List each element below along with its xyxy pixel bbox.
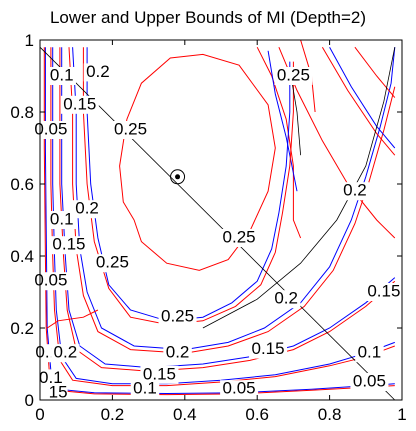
contour-label-bg: [51, 344, 80, 363]
contour-label-bg: [111, 121, 150, 139]
contour-label: 0.25: [223, 227, 256, 246]
contour-label-bg: [220, 380, 259, 399]
contour-label-bg: [364, 283, 403, 301]
y-tick-label: 0.6: [10, 175, 34, 194]
contour-label: 0.2: [75, 199, 99, 218]
contour-label-bg: [93, 254, 132, 273]
contour-blue-0_25-1-1: [267, 50, 298, 192]
contour-label-bg: [340, 182, 370, 201]
contour-label: 0.25: [114, 119, 147, 138]
contour-label: 0.1: [50, 65, 74, 84]
contour-label: 0.1: [133, 379, 157, 398]
x-tick-label: 0: [35, 405, 44, 424]
contour-label: 0.2: [166, 343, 190, 362]
contour-label-bg: [249, 340, 288, 359]
y-axis: 0 0.2 0.4 0.6 0.8 1: [10, 31, 402, 410]
contour-blue-0_1-7-0: [52, 47, 395, 385]
contour-label: 0.2: [343, 181, 367, 200]
contour-label: 0.15: [143, 364, 176, 383]
contour-label: 15: [49, 382, 68, 401]
contour-label-bg: [31, 272, 70, 291]
contour-label: 0.05: [223, 379, 256, 398]
reference-line-diagonal: [39, 46, 396, 401]
contour-label-bg: [130, 380, 160, 399]
contour-label: 0.25: [161, 307, 194, 326]
contour-label: 0.15: [52, 235, 85, 254]
contour-label-bg: [36, 369, 66, 388]
contour-label: 0.1: [50, 209, 74, 228]
contour-label-bg: [163, 344, 192, 363]
y-tick-label: 0.8: [10, 103, 34, 122]
contour-label: 0.05: [34, 119, 67, 138]
y-tick-label: 0.4: [10, 247, 34, 266]
contour-label-bg: [60, 95, 99, 114]
contour-label-bg: [271, 290, 301, 309]
contour-label: 0.15: [63, 94, 96, 113]
contour-blue-0_15-5-0: [61, 47, 396, 369]
contour-label-bg: [220, 229, 259, 247]
x-axis: 0 0.2 0.4 0.6 0.8 1: [35, 40, 407, 424]
x-tick-label: 1: [397, 405, 406, 424]
y-tick-label: 1: [25, 31, 34, 50]
contour-label: 0.2: [54, 343, 78, 362]
x-tick-label: 0.4: [173, 405, 197, 424]
plot-frame: [39, 39, 403, 401]
x-tick-label: 0.8: [318, 405, 342, 424]
chart-title: Lower and Upper Bounds of MI (Depth=2): [50, 8, 366, 27]
y-tick-label: 0: [25, 391, 34, 410]
contour-label: 0.1: [358, 343, 382, 362]
contour-label-bg: [47, 67, 76, 85]
plot-area: 0.1 0.20.150.05 0.250.250.20.10.150.250.05…: [31, 39, 403, 402]
contour-blue-0_2-12-0: [329, 46, 396, 149]
contour-label-bg: [72, 200, 102, 219]
contour-label-bg: [158, 308, 197, 327]
contour-red-0_2-11-1: [321, 46, 396, 156]
contour-label: 0.25: [277, 65, 310, 84]
contour-label-bg: [48, 383, 68, 402]
reference-curve-1: [202, 47, 396, 329]
contour-label: 0.1: [39, 368, 63, 387]
contour-label-bg: [140, 365, 179, 384]
marked-point-ring: [170, 169, 186, 185]
y-tick-label: 0.2: [10, 319, 34, 338]
contour-red-0_25-0-1: [256, 46, 302, 239]
contour-red-0_15-6-0: [59, 47, 396, 372]
contour-label-bg: [355, 344, 384, 363]
contour-label: 0.05: [34, 271, 67, 290]
contour-label: 0.05: [353, 371, 386, 390]
contour-label: 0.25: [96, 253, 129, 272]
contour-label-bg: [49, 236, 88, 255]
contour-blue-0_2-3-0: [72, 47, 396, 351]
contour-blue-0_25-1-0: [86, 47, 291, 322]
contour-label-bg: [274, 67, 313, 85]
contour-label-bg: [31, 121, 70, 139]
x-tick-label: 0.6: [245, 405, 269, 424]
contour-red-0_25-2-0: [82, 47, 294, 325]
contour-label: 0.15: [367, 281, 400, 300]
contour-label-bg: [83, 63, 113, 82]
marked-point: [175, 174, 181, 180]
contour-label: 0.2: [86, 62, 110, 81]
x-tick-label: 0.2: [101, 405, 125, 424]
contour-red-0_1-13-0: [46, 309, 99, 329]
contour-label: 0.15: [252, 339, 285, 358]
contour-label: 0.2: [274, 289, 298, 308]
contour-label-bg: [47, 211, 76, 229]
contour-red-0_1-8-0: [50, 47, 395, 387]
contour-label-bg: [350, 373, 389, 391]
contour-red-0_2-11-2: [354, 46, 396, 98]
